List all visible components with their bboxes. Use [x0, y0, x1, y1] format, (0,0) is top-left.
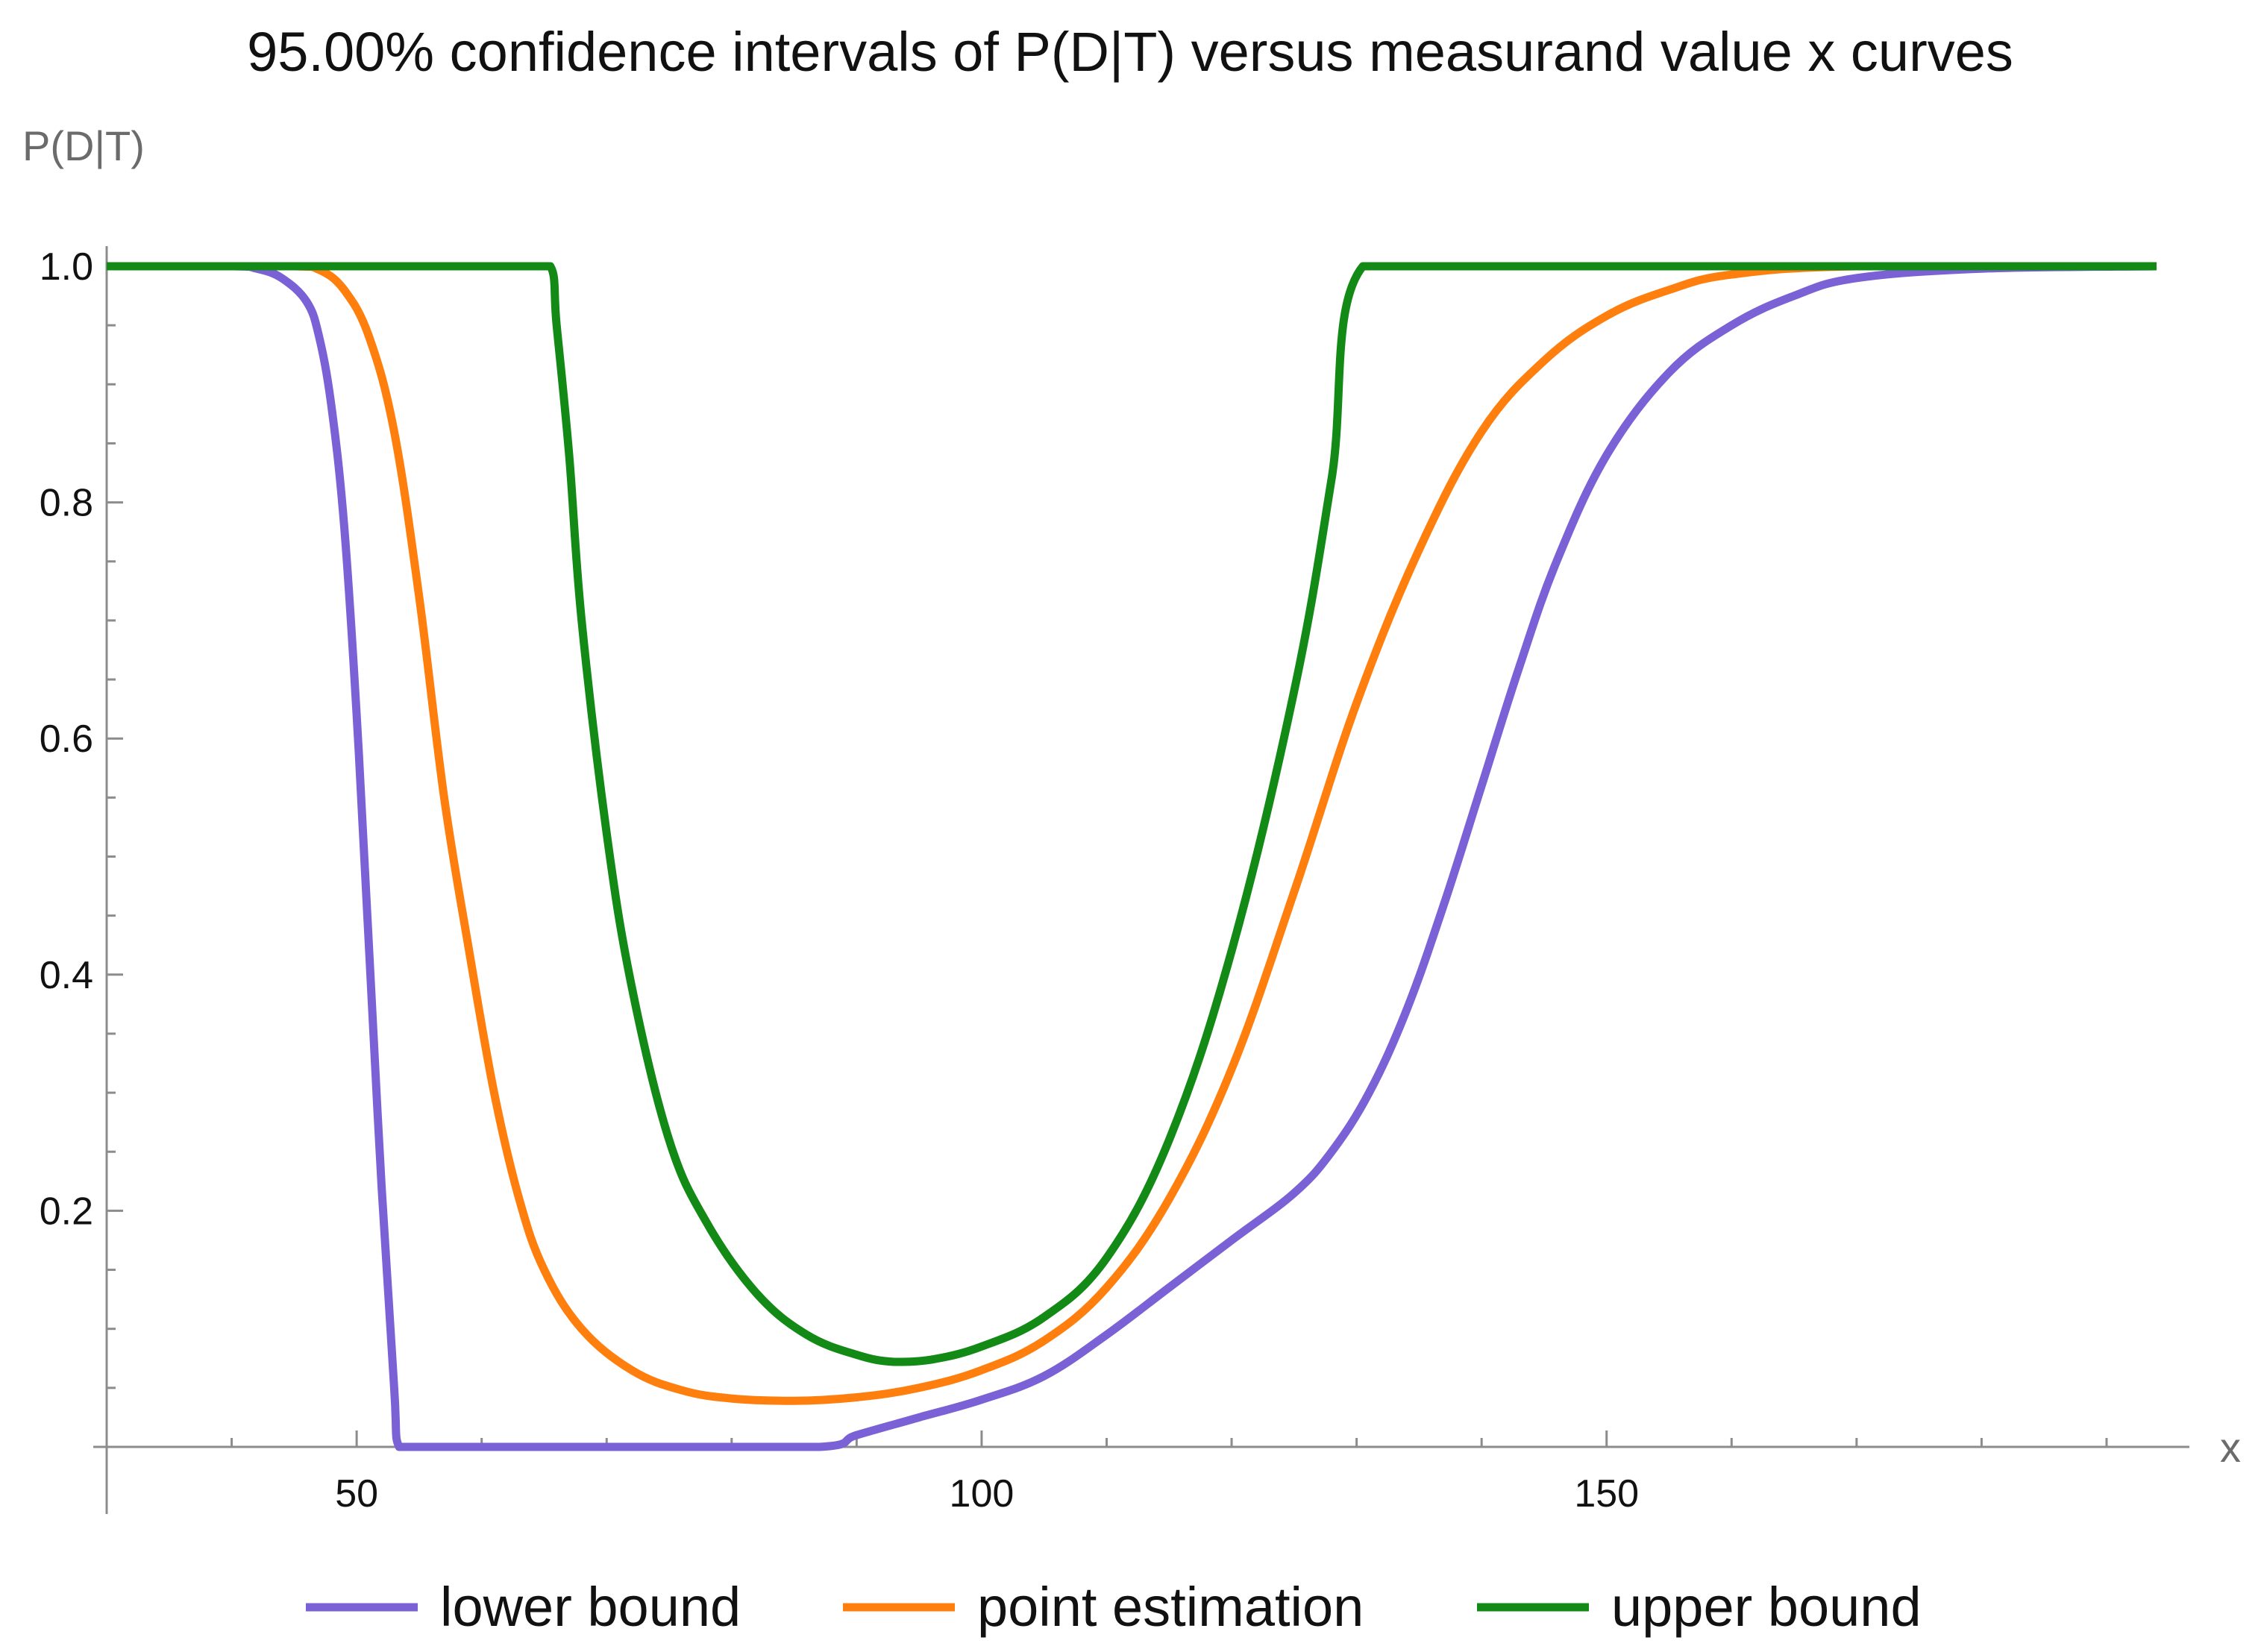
- legend: lower bound point estimation upper bound: [306, 1576, 1922, 1638]
- y-tick-label: 0.2: [40, 1190, 93, 1233]
- chart-title: 95.00% confidence intervals of P(D|T) ve…: [247, 21, 2013, 83]
- x-tick-label: 100: [950, 1472, 1015, 1516]
- series-line-lower-bound: [107, 262, 2157, 1451]
- series-line-upper-bound: [107, 262, 2157, 1366]
- series-line-point-estimation: [107, 262, 2157, 1405]
- legend-label-lower-bound: lower bound: [440, 1576, 741, 1638]
- y-tick-label: 1.0: [40, 245, 93, 289]
- y-axis-label: P(D|T): [22, 122, 145, 169]
- y-tick-label: 0.6: [40, 717, 93, 761]
- axis-ticks: 50 100 150 0.2 0.4 0.6 0.8 1.0: [40, 245, 2108, 1516]
- legend-label-point-estimation: point estimation: [977, 1576, 1364, 1638]
- y-tick-label: 0.4: [40, 954, 93, 997]
- y-tick-label: 0.8: [40, 482, 93, 525]
- x-axis-label: x: [2220, 1424, 2241, 1471]
- series-layer: [107, 262, 2157, 1451]
- x-tick-label: 150: [1574, 1472, 1639, 1516]
- legend-label-upper-bound: upper bound: [1611, 1576, 1922, 1638]
- x-tick-label: 50: [335, 1472, 378, 1516]
